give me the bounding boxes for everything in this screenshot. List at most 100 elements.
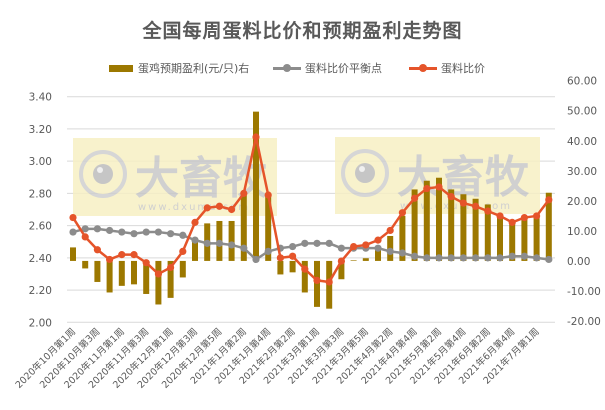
profit-bar: [423, 180, 430, 261]
data-point: [215, 202, 223, 210]
profit-bar: [289, 260, 296, 273]
profit-bar: [94, 260, 101, 282]
data-point: [435, 254, 443, 262]
profit-bar: [82, 260, 89, 269]
data-point: [398, 209, 406, 217]
right-axis-tick: -10.00: [567, 286, 601, 298]
legend-item-profit: 蛋鸡预期盈利(元/只)右: [109, 60, 249, 76]
data-point: [191, 218, 199, 226]
profit-bar: [375, 247, 381, 261]
right-axis-tick: -20.00: [567, 316, 601, 328]
data-point: [545, 255, 553, 264]
data-point: [179, 231, 187, 239]
profit-bar: [118, 260, 125, 286]
profit-bar: [399, 215, 406, 261]
data-point: [154, 270, 162, 278]
profit-bar: [70, 247, 76, 261]
data-point: [240, 189, 248, 197]
data-point: [386, 247, 394, 255]
left-axis-tick: 3.40: [29, 92, 52, 104]
profit-bar: [350, 260, 357, 261]
data-point: [533, 212, 541, 220]
data-point: [350, 242, 358, 251]
profit-bar: [179, 260, 186, 278]
profit-bar: [460, 194, 467, 261]
data-point: [106, 255, 114, 264]
profit-bar: [265, 195, 272, 261]
data-point: [118, 251, 126, 259]
data-point: [167, 230, 175, 238]
data-point: [325, 278, 333, 286]
legend-label: 蛋料比价: [441, 62, 485, 75]
data-point: [81, 225, 89, 233]
data-point: [154, 228, 162, 236]
legend-item-breakeven: 蛋料比价平衡点: [273, 60, 382, 76]
line-swatch-icon: [273, 64, 301, 72]
profit-bar: [362, 258, 369, 261]
profit-bar: [167, 260, 174, 298]
data-point: [81, 233, 89, 241]
data-point: [118, 228, 126, 236]
data-point: [69, 213, 77, 222]
profit-bar: [192, 237, 198, 261]
profit-bar: [277, 260, 284, 275]
profit-bar: [497, 216, 503, 261]
left-axis-tick: 2.20: [29, 285, 52, 297]
data-point: [447, 193, 455, 201]
profit-bar: [448, 189, 455, 261]
profit-bar: [106, 260, 113, 293]
right-axis-tick: 10.00: [567, 226, 597, 238]
profit-bar: [338, 260, 345, 280]
data-point: [289, 252, 297, 260]
data-point: [203, 239, 211, 247]
data-point: [130, 230, 138, 238]
right-axis-tick: 60.00: [567, 76, 597, 88]
profit-bar: [411, 189, 418, 261]
data-point: [130, 251, 138, 259]
breakeven-line: [72, 227, 549, 261]
bar-swatch-icon: [109, 64, 133, 72]
data-point: [496, 254, 504, 262]
data-point: [93, 246, 101, 254]
data-point: [228, 241, 236, 249]
data-point: [179, 247, 187, 255]
ratio-line: [71, 135, 550, 284]
data-point: [264, 191, 272, 199]
data-point: [252, 133, 260, 141]
data-point: [435, 183, 443, 191]
data-point: [398, 249, 406, 257]
data-point: [472, 254, 480, 262]
data-point: [240, 244, 248, 252]
profit-bar: [533, 214, 540, 261]
profit-bar: [301, 260, 308, 293]
data-point: [93, 225, 101, 233]
data-point: [106, 226, 114, 235]
right-axis-tick: 20.00: [567, 196, 597, 208]
data-point: [301, 265, 309, 273]
data-point: [167, 263, 175, 272]
left-axis-tick: 2.00: [29, 317, 52, 329]
left-axis-tick: 2.60: [29, 221, 52, 233]
data-point: [411, 194, 419, 202]
right-axis-tick: 40.00: [567, 136, 597, 148]
data-point: [386, 226, 394, 235]
right-axis-tick: 50.00: [567, 106, 597, 118]
profit-bar: [131, 260, 137, 285]
data-point: [496, 212, 504, 220]
data-point: [362, 241, 370, 249]
data-point: [423, 184, 431, 193]
line-swatch-icon: [409, 64, 437, 72]
data-point: [313, 239, 321, 247]
data-point: [508, 252, 516, 260]
data-point: [252, 255, 260, 264]
data-point: [301, 239, 309, 247]
right-axis-tick: 30.00: [567, 166, 597, 178]
data-point: [411, 252, 419, 260]
data-point: [337, 257, 345, 265]
data-point: [289, 242, 297, 251]
right-axis-tick: 0.00: [567, 256, 590, 268]
data-point: [459, 254, 467, 262]
data-point: [484, 207, 492, 215]
